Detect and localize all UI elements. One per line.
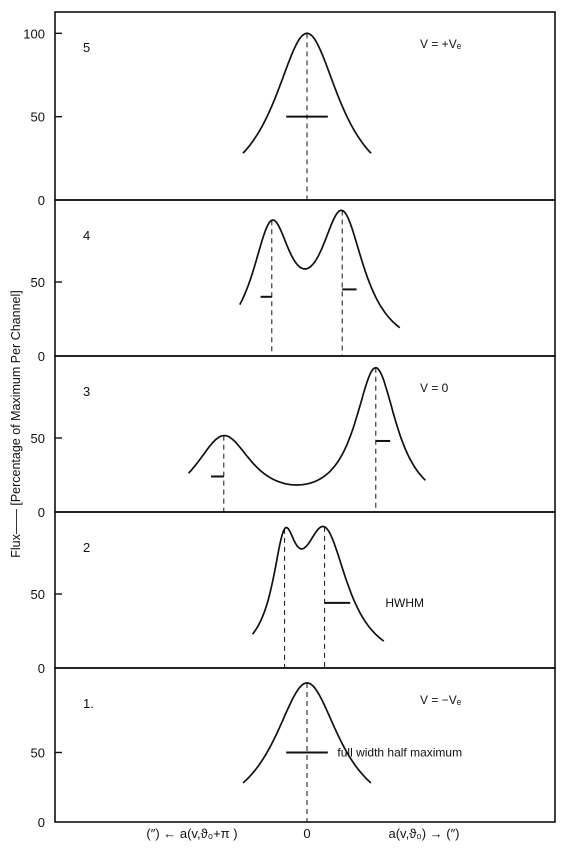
x-label-zero: 0: [303, 826, 310, 841]
panel-number: 3: [83, 384, 90, 399]
y-tick-label: 0: [38, 349, 45, 364]
y-tick-label: 0: [38, 505, 45, 520]
flux-curve-1: [242, 32, 372, 154]
y-tick-label: 0: [38, 193, 45, 208]
x-label-left: (″) ← a(v,ϑ₀+π ): [146, 826, 237, 841]
y-tick-label: 100: [23, 26, 45, 41]
y-tick-label: 0: [38, 661, 45, 676]
x-label-right: a(v,ϑ₀) → (″): [388, 826, 459, 841]
panel-label: full width half maximum: [337, 745, 462, 759]
y-tick-label: 50: [31, 587, 45, 602]
y-tick-label: 0: [38, 815, 45, 830]
y-tick-label: 50: [31, 110, 45, 125]
y-tick-label: 50: [31, 275, 45, 290]
y-tick-label: 50: [31, 745, 45, 760]
panel-number: 2: [83, 540, 90, 555]
panel-label: HWHM: [385, 596, 424, 610]
panel-number: 4: [83, 228, 90, 243]
flux-curve-3: [187, 366, 427, 486]
panel-frame-4: [54, 511, 556, 669]
y-tick-label: 50: [31, 431, 45, 446]
panel-frame-3: [54, 355, 556, 513]
panel-annotation: V = +Vₑ: [420, 37, 462, 51]
panel-frame-5: [54, 667, 556, 823]
flux-curve-4: [251, 525, 385, 642]
panel-annotation: V = −Vₑ: [420, 693, 462, 707]
y-axis-label: Flux—— [Percentage of Maximum Per Channe…: [9, 290, 23, 557]
panel-frame-2: [54, 199, 556, 357]
flux-curve-2: [239, 209, 401, 329]
panel-number: 1.: [83, 696, 94, 711]
panel-number: 5: [83, 40, 90, 55]
panel-frame-1: [54, 11, 556, 201]
panel-annotation: V = 0: [420, 381, 449, 395]
